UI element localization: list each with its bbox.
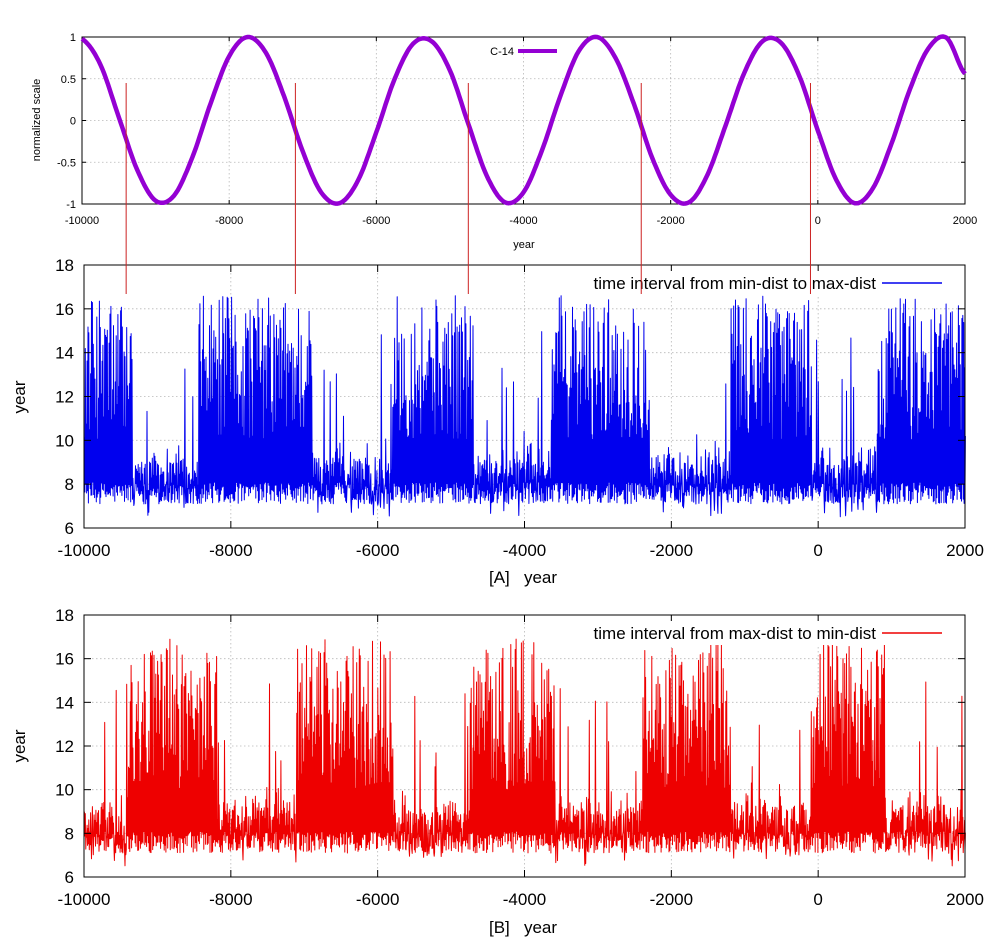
- panel-a-tick-labels: -10000 -8000 -6000 -4000 -2000 0 2000 6 8 10 12 14 1…: [55, 256, 984, 560]
- c14-xtick-label: -6000: [362, 215, 390, 227]
- panel-b-xtick-label: -2000: [650, 890, 693, 909]
- panel-a-series-line: [83, 295, 966, 518]
- panel-b-xtick-label: -6000: [356, 890, 399, 909]
- c14-panel: -10000 -8000 -6000 -4000 -2000 0 2000 -1 -0.5 0 0.…: [31, 32, 977, 251]
- panel-a-ytick-label: 6: [65, 519, 74, 538]
- panel-a-xtick-label: 2000: [946, 541, 984, 560]
- c14-grid: [82, 37, 965, 204]
- panel-b-legend-box: [548, 621, 944, 645]
- panel-b-tick-labels: -10000 -8000 -6000 -4000 -2000 0 2000 6 8 10 12 14 1…: [55, 606, 984, 909]
- panel-a-xtick-label: 0: [813, 541, 822, 560]
- panel-b-ytick-label: 18: [55, 606, 74, 625]
- c14-ytick-label: -0.5: [57, 157, 76, 169]
- c14-ytick-label: 0.5: [61, 74, 76, 86]
- panel-b-series-line: [83, 638, 966, 867]
- panel-a-ytick-label: 12: [55, 388, 74, 407]
- panel-a: -10000 -8000 -6000 -4000 -2000 0 2000 6 8 10 12 14 1…: [10, 256, 984, 587]
- c14-xlabel: year: [513, 239, 535, 251]
- c14-legend-label: C-14: [490, 46, 514, 58]
- panel-a-ytick-label: 10: [55, 431, 74, 450]
- panel-b-legend-label: time interval from max-dist to min-dist: [594, 624, 877, 643]
- panel-b-series: [83, 638, 966, 867]
- panel-a-xtick-label: -4000: [503, 541, 546, 560]
- panel-b-xtick-label: -8000: [209, 890, 252, 909]
- panel-a-ylabel: year: [10, 380, 29, 413]
- panel-b-ytick-label: 12: [55, 737, 74, 756]
- panel-b-ytick-label: 16: [55, 650, 74, 669]
- c14-ytick-label: -1: [66, 199, 76, 211]
- c14-tick-labels: -10000 -8000 -6000 -4000 -2000 0 2000 -1 -0.5 0 0.…: [57, 32, 977, 227]
- panel-a-xlabel: [A] year: [489, 568, 557, 587]
- panel-a-series: [83, 295, 966, 518]
- panel-a-ytick-label: 16: [55, 300, 74, 319]
- panel-b-xtick-label: -10000: [58, 890, 111, 909]
- c14-ytick-label: 0: [70, 116, 76, 128]
- c14-xtick-label: -8000: [215, 215, 243, 227]
- c14-series: [80, 34, 967, 206]
- panel-b-xtick-label: 2000: [946, 890, 984, 909]
- panel-a-xtick-label: -6000: [356, 541, 399, 560]
- panel-a-xtick-label: -8000: [209, 541, 252, 560]
- c14-xtick-label: 2000: [953, 215, 977, 227]
- panel-a-ytick-label: 18: [55, 256, 74, 275]
- panel-a-legend-label: time interval from min-dist to max-dist: [594, 274, 877, 293]
- panel-a-ytick-label: 8: [65, 475, 74, 494]
- panel-b-ticks: [83, 614, 966, 878]
- c14-crossing-markers: [125, 83, 811, 294]
- c14-xtick-label: -4000: [509, 215, 537, 227]
- panel-a-xtick-label: -10000: [58, 541, 111, 560]
- c14-xtick-label: 0: [815, 215, 821, 227]
- panel-b-xlabel: [B] year: [489, 918, 557, 937]
- c14-ticks: [81, 36, 966, 205]
- panel-b-ytick-label: 6: [65, 868, 74, 887]
- panel-a-legend-box: [548, 271, 944, 295]
- panel-b-xtick-label: -4000: [503, 890, 546, 909]
- panel-b-xtick-label: 0: [813, 890, 822, 909]
- panel-b-ytick-label: 8: [65, 824, 74, 843]
- panel-a-ytick-label: 14: [55, 344, 74, 363]
- panel-b: -10000 -8000 -6000 -4000 -2000 0 2000 6 8 10 12 14 1…: [10, 606, 984, 937]
- panel-b-ylabel: year: [10, 729, 29, 762]
- c14-ytick-label: 1: [70, 32, 76, 44]
- panel-b-ytick-label: 10: [55, 781, 74, 800]
- panel-a-ticks: [83, 264, 966, 529]
- c14-xtick-label: -10000: [65, 215, 99, 227]
- c14-xtick-label: -2000: [657, 215, 685, 227]
- c14-ylabel: normalized scale: [31, 79, 43, 162]
- panel-a-xtick-label: -2000: [650, 541, 693, 560]
- c14-series-line: [80, 34, 967, 206]
- panel-b-ytick-label: 14: [55, 693, 74, 712]
